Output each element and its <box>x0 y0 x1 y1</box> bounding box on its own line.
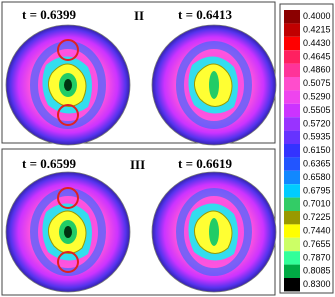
colorbar-label: 0.7225 <box>303 212 331 222</box>
colorbar-cell <box>284 90 300 104</box>
highlight-circle <box>57 104 79 126</box>
colorbar-label: 0.6365 <box>303 158 331 168</box>
colorbar-cell <box>284 237 300 252</box>
colorbar-cell <box>284 103 300 118</box>
blue-ring <box>176 41 252 129</box>
colorbar-label: 0.4215 <box>303 24 331 34</box>
blue-ring <box>176 188 252 276</box>
time-label: t = 0.6413 <box>178 7 232 22</box>
core <box>209 71 219 99</box>
colorbar-label: 0.8300 <box>303 279 331 289</box>
colorbar-label: 0.7010 <box>303 199 331 209</box>
colorbar-cell <box>284 224 300 238</box>
colorbar-label: 0.5075 <box>303 78 331 88</box>
time-label: t = 0.6619 <box>178 156 232 171</box>
colorbar-label: 0.5505 <box>303 105 331 115</box>
time-label: t = 0.6599 <box>22 156 76 171</box>
colorbar-cell <box>284 117 300 131</box>
core <box>209 218 219 246</box>
colorbar-label: 0.8085 <box>303 266 331 276</box>
colorbar-cell <box>284 144 300 158</box>
colorbar-cell <box>284 197 300 211</box>
colorbar-cell <box>284 50 300 64</box>
colorbar-label: 0.7655 <box>303 239 331 249</box>
contour-plots <box>5 24 277 293</box>
colorbar-label: 0.4000 <box>303 11 331 21</box>
panel-label: III <box>130 157 145 172</box>
colorbar-cell <box>284 170 300 185</box>
highlight-circle <box>57 251 79 273</box>
colorbar-cell <box>284 63 300 77</box>
colorbar-cell <box>284 10 300 24</box>
core <box>64 79 72 91</box>
colorbar-label: 0.6580 <box>303 172 331 182</box>
highlight-circle <box>57 39 79 61</box>
colorbar-label: 0.5290 <box>303 91 331 101</box>
colorbar-label: 0.4430 <box>303 38 331 48</box>
colorbar-label: 0.7870 <box>303 252 331 262</box>
time-label: t = 0.6399 <box>22 7 76 22</box>
colorbar-cell <box>284 157 300 171</box>
colorbar-label: 0.5720 <box>303 118 331 128</box>
colorbar-cell <box>284 211 300 225</box>
colorbar-label: 0.4860 <box>303 65 331 75</box>
colorbar-label: 0.6795 <box>303 185 331 195</box>
colorbar-cell <box>284 264 300 278</box>
colorbar-label: 0.5935 <box>303 132 331 142</box>
colorbar-cell <box>284 184 300 198</box>
colorbar: 0.4000 0.4215 0.4430 0.4645 0.4860 0.5075 0.52… <box>279 3 334 294</box>
panel-label: II <box>134 8 144 23</box>
colorbar-cell <box>284 23 300 37</box>
colorbar-label: 0.4645 <box>303 51 331 61</box>
colorbar-label: 0.6150 <box>303 145 331 155</box>
core <box>64 226 72 238</box>
highlight-circle <box>57 187 79 209</box>
colorbar-cell <box>284 278 300 292</box>
colorbar-label: 0.7440 <box>303 225 331 235</box>
colorbar-cell <box>284 77 300 91</box>
colorbar-frame <box>279 3 334 294</box>
colorbar-cell <box>284 251 300 265</box>
colorbar-cell <box>284 36 300 51</box>
colorbar-cell <box>284 130 300 144</box>
